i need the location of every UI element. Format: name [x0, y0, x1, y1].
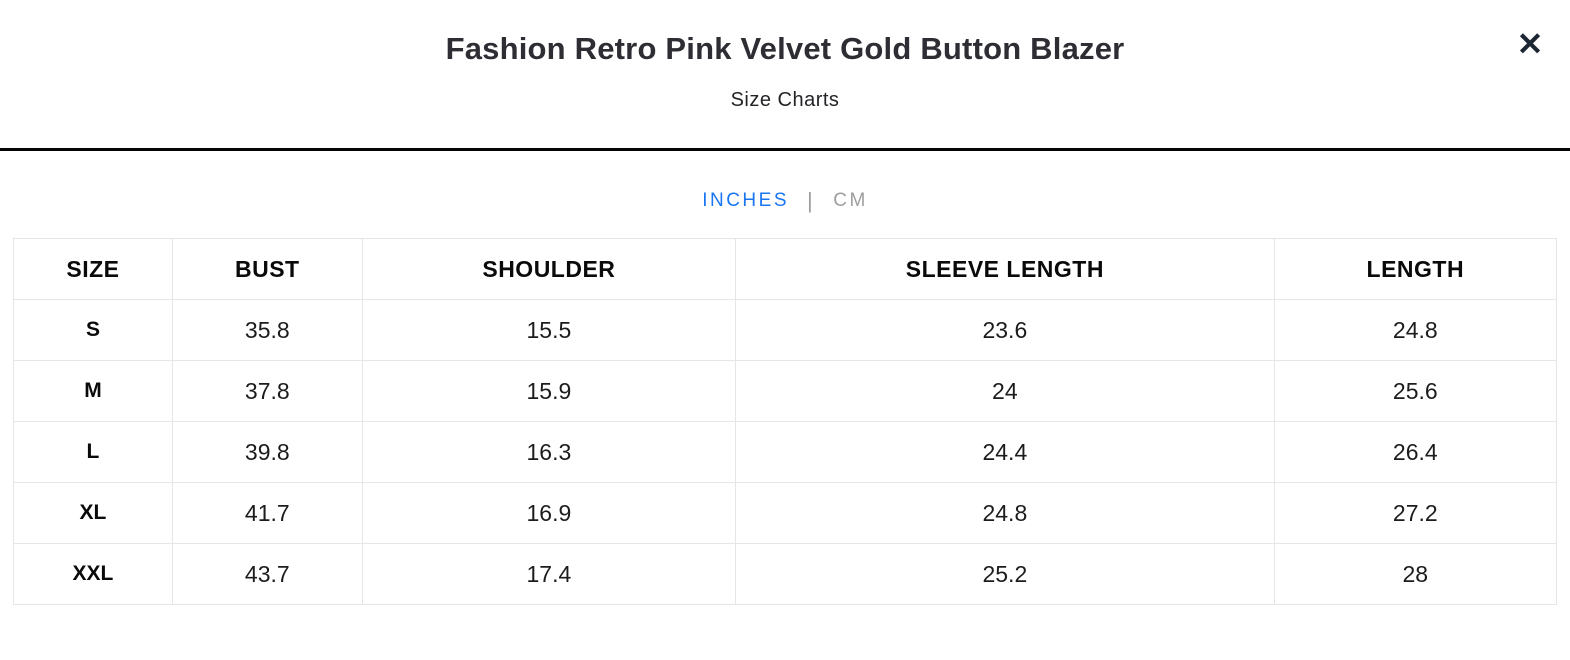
column-header-bust: BUST	[171, 238, 363, 300]
size-table-body: S 35.8 15.5 23.6 24.8 M 37.8 15.9 24 25.6 L 39.8 16.…	[13, 299, 1558, 605]
measurement-cell: 37.8	[171, 360, 363, 422]
size-cell: XXL	[13, 543, 173, 605]
measurement-cell: 23.6	[735, 299, 1275, 361]
measurement-cell: 24.4	[735, 421, 1275, 483]
size-cell: S	[13, 299, 173, 361]
modal-subtitle: Size Charts	[730, 89, 840, 111]
size-cell: L	[13, 421, 173, 483]
measurement-cell: 16.3	[361, 421, 737, 483]
table-row: S 35.8 15.5 23.6 24.8	[13, 299, 1558, 361]
measurement-cell: 24.8	[1273, 299, 1558, 361]
measurement-cell: 39.8	[171, 421, 363, 483]
unit-toggle-separator: |	[807, 188, 816, 213]
measurement-cell: 24.8	[735, 482, 1275, 544]
table-row: L 39.8 16.3 24.4 26.4	[13, 421, 1558, 483]
unit-option-cm[interactable]: CM	[833, 190, 868, 211]
measurement-cell: 24	[735, 360, 1275, 422]
measurement-cell: 28	[1273, 543, 1558, 605]
size-cell: M	[13, 360, 173, 422]
measurement-cell: 35.8	[171, 299, 363, 361]
column-header-size: SIZE	[13, 238, 173, 300]
measurement-cell: 41.7	[171, 482, 363, 544]
size-table: SIZE BUST SHOULDER SLEEVE LENGTH LENGTH …	[13, 238, 1558, 605]
measurement-cell: 15.5	[361, 299, 737, 361]
measurement-cell: 25.2	[735, 543, 1275, 605]
measurement-cell: 26.4	[1273, 421, 1558, 483]
unit-toggle: INCHES | CM	[0, 188, 1570, 214]
modal-header: Fashion Retro Pink Velvet Gold Button Bl…	[0, 0, 1570, 151]
table-row: XL 41.7 16.9 24.8 27.2	[13, 482, 1558, 544]
column-header-sleeve-length: SLEEVE LENGTH	[735, 238, 1275, 300]
measurement-cell: 43.7	[171, 543, 363, 605]
size-cell: XL	[13, 482, 173, 544]
measurement-cell: 27.2	[1273, 482, 1558, 544]
column-header-shoulder: SHOULDER	[361, 238, 737, 300]
size-table-container: SIZE BUST SHOULDER SLEEVE LENGTH LENGTH …	[13, 238, 1558, 605]
close-icon[interactable]: ✕	[1508, 22, 1552, 66]
page-title: Fashion Retro Pink Velvet Gold Button Bl…	[445, 31, 1125, 66]
table-row: M 37.8 15.9 24 25.6	[13, 360, 1558, 422]
measurement-cell: 15.9	[361, 360, 737, 422]
unit-option-inches[interactable]: INCHES	[702, 190, 789, 211]
table-header-row: SIZE BUST SHOULDER SLEEVE LENGTH LENGTH	[13, 238, 1558, 300]
measurement-cell: 17.4	[361, 543, 737, 605]
column-header-length: LENGTH	[1273, 238, 1558, 300]
measurement-cell: 25.6	[1273, 360, 1558, 422]
measurement-cell: 16.9	[361, 482, 737, 544]
table-row: XXL 43.7 17.4 25.2 28	[13, 543, 1558, 605]
